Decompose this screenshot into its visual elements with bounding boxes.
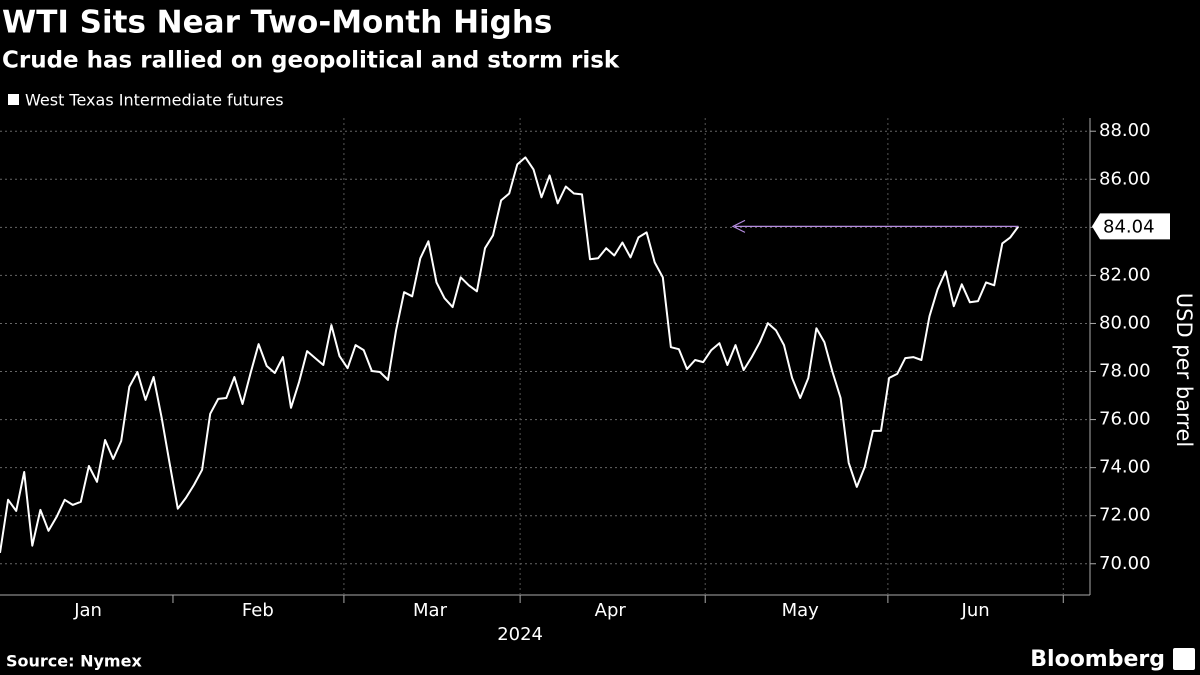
x-tick-label: Feb: [242, 600, 274, 621]
brand: Bloomberg: [1030, 647, 1165, 672]
brand-icon: [1173, 648, 1195, 670]
y-tick-label: 80.00: [1099, 312, 1151, 333]
y-tick-label: 72.00: [1099, 505, 1151, 526]
x-tick-label: Mar: [413, 600, 448, 621]
y-tick-label: 78.00: [1099, 361, 1151, 382]
series-line: [0, 156, 1020, 554]
y-tick-label: 82.00: [1099, 264, 1151, 285]
level-arrowhead: [731, 219, 746, 233]
chart-title: WTI Sits Near Two-Month Highs: [2, 5, 552, 41]
x-tick-label: Jan: [73, 600, 102, 621]
y-axis-label: USD per barrel: [1172, 293, 1196, 448]
y-tick-label: 74.00: [1099, 457, 1151, 478]
last-value-box: [1092, 213, 1170, 240]
x-axis-year: 2024: [497, 624, 543, 645]
x-tick-label: May: [782, 600, 820, 621]
x-tick-label: Jun: [961, 600, 990, 621]
source: Source: Nymex: [6, 652, 142, 671]
last-value-label: 84.04: [1103, 216, 1155, 237]
y-tick-label: 88.00: [1099, 120, 1151, 141]
x-tick-label: Apr: [595, 600, 627, 621]
y-tick-label: 70.00: [1099, 553, 1151, 574]
y-tick-label: 76.00: [1099, 409, 1151, 430]
chart-subtitle: Crude has rallied on geopolitical and st…: [2, 48, 620, 74]
legend-swatch: [8, 94, 19, 105]
y-tick-label: 86.00: [1099, 168, 1151, 189]
legend-label: West Texas Intermediate futures: [25, 91, 284, 110]
